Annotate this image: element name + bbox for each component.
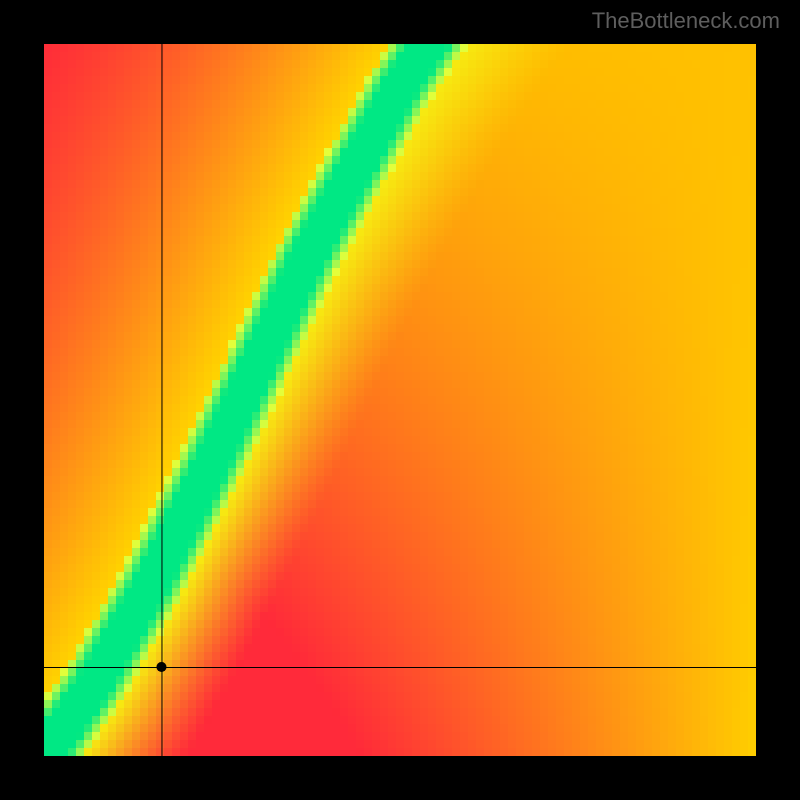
bottleneck-heatmap bbox=[44, 44, 756, 756]
watermark-text: TheBottleneck.com bbox=[592, 8, 780, 34]
